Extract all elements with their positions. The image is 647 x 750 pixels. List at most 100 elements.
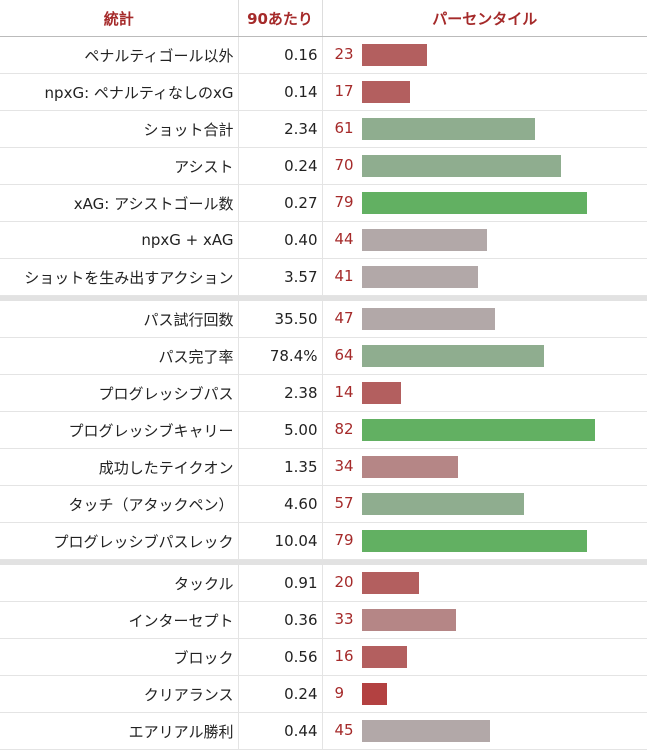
table-row: プログレッシブパス 2.38 14: [0, 374, 647, 412]
percentile-number: 16: [334, 647, 354, 665]
percentile-number: 82: [334, 420, 354, 438]
per90-value: 35.50: [237, 301, 323, 338]
percentile-cell: 14: [322, 374, 647, 412]
table-row: インターセプト 0.36 33: [0, 601, 647, 639]
percentile-bar: [361, 609, 456, 631]
percentile-cell: 41: [322, 258, 647, 296]
stat-name: タックル: [0, 565, 238, 602]
table-row: プログレッシブキャリー 5.00 82: [0, 411, 647, 449]
per90-value: 0.24: [237, 147, 323, 185]
percentile-cell: 45: [322, 712, 647, 750]
header-percentile[interactable]: パーセンタイル: [321, 0, 647, 37]
table-row: クリアランス 0.24 9: [0, 675, 647, 713]
percentile-bar: [361, 493, 524, 515]
percentile-cell: 70: [322, 147, 647, 185]
percentile-cell: 17: [322, 73, 647, 111]
stat-name: タッチ（アタックペン）: [0, 485, 238, 523]
per90-value: 4.60: [237, 485, 323, 523]
header-row: 統計 90あたり パーセンタイル: [0, 0, 647, 37]
percentile-number: 64: [334, 346, 354, 364]
table-row: ショットを生み出すアクション 3.57 41: [0, 258, 647, 296]
percentile-number: 47: [334, 309, 354, 327]
table-row: タックル 0.91 20: [0, 565, 647, 602]
per90-value: 0.36: [237, 601, 323, 639]
percentile-cell: 9: [322, 675, 647, 713]
per90-value: 0.24: [237, 675, 323, 713]
percentile-cell: 64: [322, 337, 647, 375]
percentile-bar: [361, 382, 402, 404]
percentile-bar: [361, 456, 459, 478]
percentile-number: 23: [334, 45, 354, 63]
percentile-cell: 82: [322, 411, 647, 449]
percentile-bar: [361, 419, 596, 441]
group-separator: [0, 559, 647, 565]
stat-name: パス完了率: [0, 337, 238, 375]
table-row: xAG: アシストゴール数 0.27 79: [0, 184, 647, 222]
stat-name: npxG + xAG: [0, 221, 238, 259]
per90-value: 1.35: [237, 448, 323, 486]
percentile-number: 44: [334, 230, 354, 248]
percentile-cell: 79: [322, 522, 647, 560]
percentile-bar: [361, 118, 536, 140]
per90-value: 0.44: [237, 712, 323, 750]
percentile-number: 14: [334, 383, 354, 401]
percentile-number: 79: [334, 531, 354, 549]
group-separator-cell: [0, 295, 647, 301]
group-separator: [0, 295, 647, 301]
percentile-number: 20: [334, 573, 354, 591]
percentile-number: 45: [334, 721, 354, 739]
stat-name: アシスト: [0, 147, 238, 185]
percentile-bar: [361, 345, 544, 367]
stat-name: ショット合計: [0, 110, 238, 148]
percentile-cell: 20: [322, 565, 647, 602]
per90-value: 0.27: [237, 184, 323, 222]
table-row: ブロック 0.56 16: [0, 638, 647, 676]
stat-name: プログレッシブパス: [0, 374, 238, 412]
percentile-bar: [361, 192, 587, 214]
percentile-cell: 57: [322, 485, 647, 523]
table-row: ペナルティゴール以外 0.16 23: [0, 36, 647, 74]
group-separator-cell: [0, 559, 647, 565]
per90-value: 10.04: [237, 522, 323, 560]
percentile-number: 79: [334, 193, 354, 211]
percentile-number: 34: [334, 457, 354, 475]
per90-value: 2.34: [237, 110, 323, 148]
percentile-number: 57: [334, 494, 354, 512]
stat-name: インターセプト: [0, 601, 238, 639]
per90-value: 0.91: [237, 565, 323, 602]
percentile-bar: [361, 44, 428, 66]
per90-value: 5.00: [237, 411, 323, 449]
table-row: npxG: ペナルティなしのxG 0.14 17: [0, 73, 647, 111]
per90-value: 2.38: [237, 374, 323, 412]
percentile-cell: 61: [322, 110, 647, 148]
percentile-bar: [361, 683, 388, 705]
percentile-number: 61: [334, 119, 354, 137]
stat-name: ブロック: [0, 638, 238, 676]
percentile-cell: 44: [322, 221, 647, 259]
header-stat[interactable]: 統計: [0, 0, 238, 37]
stat-name: ペナルティゴール以外: [0, 36, 238, 74]
per90-value: 0.40: [237, 221, 323, 259]
percentile-number: 33: [334, 610, 354, 628]
percentile-bar: [361, 308, 496, 330]
stat-name: npxG: ペナルティなしのxG: [0, 73, 238, 111]
table-row: プログレッシブパスレック 10.04 79: [0, 522, 647, 560]
percentile-cell: 16: [322, 638, 647, 676]
stat-name: エアリアル勝利: [0, 712, 238, 750]
table-row: タッチ（アタックペン） 4.60 57: [0, 485, 647, 523]
percentile-number: 70: [334, 156, 354, 174]
percentile-bar: [361, 229, 487, 251]
table-row: 成功したテイクオン 1.35 34: [0, 448, 647, 486]
percentile-bar: [361, 266, 479, 288]
header-per90[interactable]: 90あたり: [237, 0, 322, 37]
per90-value: 3.57: [237, 258, 323, 296]
stat-name: プログレッシブキャリー: [0, 411, 238, 449]
percentile-cell: 33: [322, 601, 647, 639]
percentile-cell: 47: [322, 301, 647, 338]
percentile-number: 9: [334, 684, 345, 702]
table-row: パス試行回数 35.50 47: [0, 301, 647, 338]
percentile-bar: [361, 572, 419, 594]
stat-name: ショットを生み出すアクション: [0, 258, 238, 296]
table-row: ショット合計 2.34 61: [0, 110, 647, 148]
